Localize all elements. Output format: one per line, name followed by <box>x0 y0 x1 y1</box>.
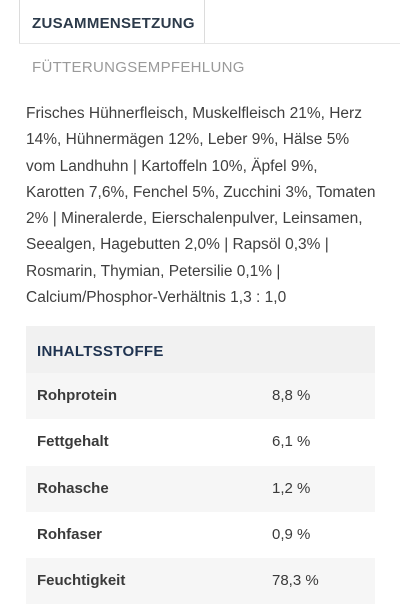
nutrients-header-label: INHALTSSTOFFE <box>37 343 164 360</box>
nutrients-table-header: INHALTSSTOFFE <box>26 326 375 373</box>
nutrient-name: Rohfaser <box>37 526 103 543</box>
tab-zusammensetzung-label: ZUSAMMENSETZUNG <box>32 15 195 32</box>
table-row: Rohasche 1,2 % <box>26 466 375 512</box>
nutrient-name: Fettgehalt <box>37 433 109 450</box>
table-row: Rohprotein 8,8 % <box>26 373 375 419</box>
nutrient-name: Feuchtigkeit <box>37 572 126 589</box>
nutrient-value: 6,1 % <box>272 433 311 450</box>
tab-fuetterungsempfehlung[interactable]: FÜTTERUNGSEMPFEHLUNG <box>32 59 245 76</box>
nutrient-value: 78,3 % <box>272 572 319 589</box>
table-row: Feuchtigkeit 78,3 % <box>26 558 375 604</box>
nutrient-value: 0,9 % <box>272 526 311 543</box>
nutrient-value: 8,8 % <box>272 387 311 404</box>
table-row: Fettgehalt 6,1 % <box>26 419 375 465</box>
nutrient-name: Rohasche <box>37 480 109 497</box>
table-row: Rohfaser 0,9 % <box>26 512 375 558</box>
composition-text: Frisches Hühnerfleisch, Muskelfleisch 21… <box>26 105 376 307</box>
tab-zusammensetzung[interactable]: ZUSAMMENSETZUNG <box>19 0 205 44</box>
nutrient-name: Rohprotein <box>37 387 117 404</box>
nutrient-value: 1,2 % <box>272 480 311 497</box>
tabs-divider <box>19 43 400 44</box>
